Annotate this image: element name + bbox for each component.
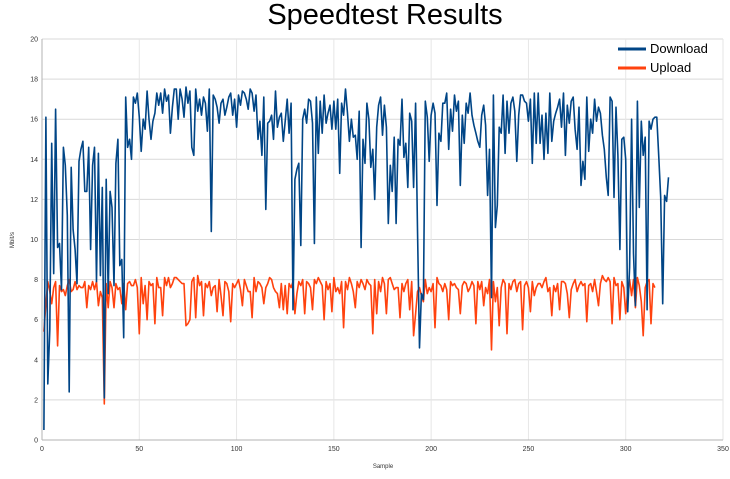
y-tick-label: 12 bbox=[30, 197, 38, 204]
y-axis-ticks: 0 2 4 6 8 10 12 14 16 18 20 bbox=[30, 37, 38, 445]
x-tick-label: 0 bbox=[40, 446, 44, 453]
y-tick-label: 16 bbox=[30, 117, 38, 124]
y-tick-label: 6 bbox=[34, 317, 38, 324]
series-line-upload bbox=[43, 274, 656, 405]
y-tick-label: 14 bbox=[30, 157, 38, 164]
x-tick-label: 200 bbox=[425, 446, 437, 453]
y-tick-label: 10 bbox=[30, 237, 38, 244]
series-line-download bbox=[43, 86, 670, 431]
y-tick-label: 20 bbox=[30, 37, 38, 44]
x-tick-label: 50 bbox=[135, 446, 143, 453]
legend-label-download: Download bbox=[650, 41, 708, 56]
series-lines bbox=[43, 86, 670, 431]
y-tick-label: 18 bbox=[30, 77, 38, 84]
x-tick-label: 100 bbox=[231, 446, 243, 453]
x-tick-label: 300 bbox=[620, 446, 632, 453]
y-tick-label: 2 bbox=[34, 397, 38, 404]
y-axis-label: Mbit/s bbox=[10, 232, 16, 248]
chart-title: Speedtest Results bbox=[267, 0, 502, 31]
x-axis-label: Sample bbox=[373, 464, 394, 470]
x-tick-label: 250 bbox=[523, 446, 535, 453]
y-tick-label: 8 bbox=[34, 277, 38, 284]
y-tick-label: 4 bbox=[34, 357, 38, 364]
x-axis-ticks: 0 50 100 150 200 250 300 350 bbox=[40, 446, 729, 453]
x-tick-label: 350 bbox=[717, 446, 729, 453]
legend-label-upload: Upload bbox=[650, 60, 691, 75]
legend: Download Upload bbox=[618, 41, 708, 75]
y-tick-label: 0 bbox=[34, 438, 38, 445]
x-tick-label: 150 bbox=[328, 446, 340, 453]
